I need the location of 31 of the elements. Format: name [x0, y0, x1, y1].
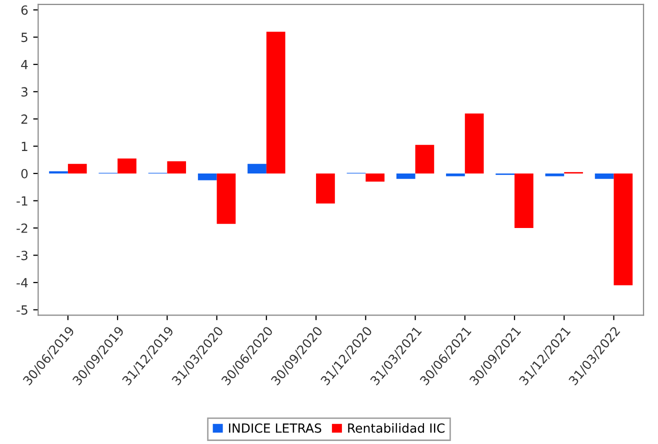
legend-label: Rentabilidad IIC [348, 423, 445, 433]
y-tick-label: 6 [21, 5, 28, 15]
bar [594, 173, 614, 179]
bar [366, 173, 385, 182]
bar [415, 144, 434, 174]
y-tick-label: 5 [21, 32, 28, 42]
y-tick-label: 1 [22, 142, 28, 151]
y-tick-label: 4 [21, 60, 28, 70]
y-tick-label: -5 [16, 305, 28, 315]
bar [614, 173, 633, 286]
bar [248, 164, 266, 174]
bar [514, 173, 534, 228]
bar [68, 164, 87, 174]
bar [118, 158, 136, 174]
y-tick-label: -4 [16, 278, 28, 288]
legend-label: INDICE LETRAS [229, 423, 322, 433]
y-tick-label: -1 [16, 196, 28, 206]
bar [216, 173, 236, 224]
bar [266, 32, 286, 174]
bar [316, 173, 335, 204]
y-tick-label: 3 [21, 87, 28, 97]
y-tick-label: 0 [21, 168, 28, 178]
bar [464, 113, 484, 174]
bar [198, 173, 217, 180]
bar [396, 173, 416, 179]
y-tick-label: -2 [16, 223, 28, 233]
y-tick-label: -3 [16, 250, 28, 260]
bar [167, 161, 186, 174]
bar [446, 173, 465, 176]
bar [545, 173, 564, 176]
y-tick-label: 2 [21, 114, 28, 124]
